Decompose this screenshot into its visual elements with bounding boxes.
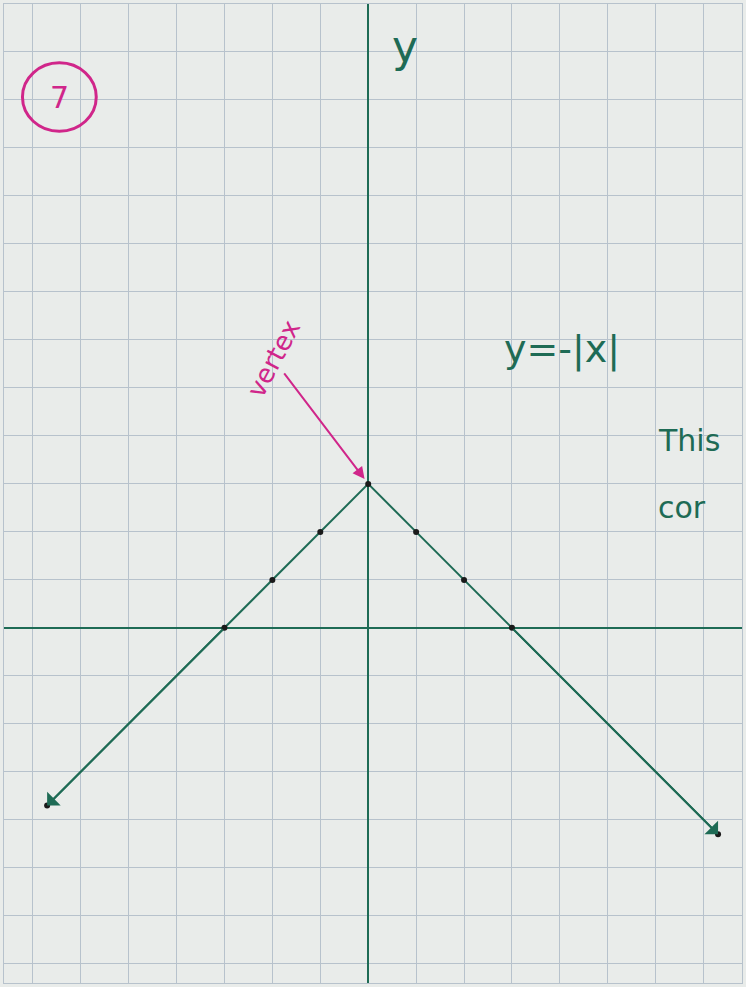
svg-text:y=-|x|: y=-|x| (504, 327, 620, 372)
svg-text:This: This (658, 423, 720, 458)
svg-text:vertex: vertex (241, 315, 307, 403)
svg-text:7: 7 (50, 80, 69, 115)
svg-text:cor: cor (658, 490, 706, 525)
svg-text:y: y (392, 21, 418, 72)
